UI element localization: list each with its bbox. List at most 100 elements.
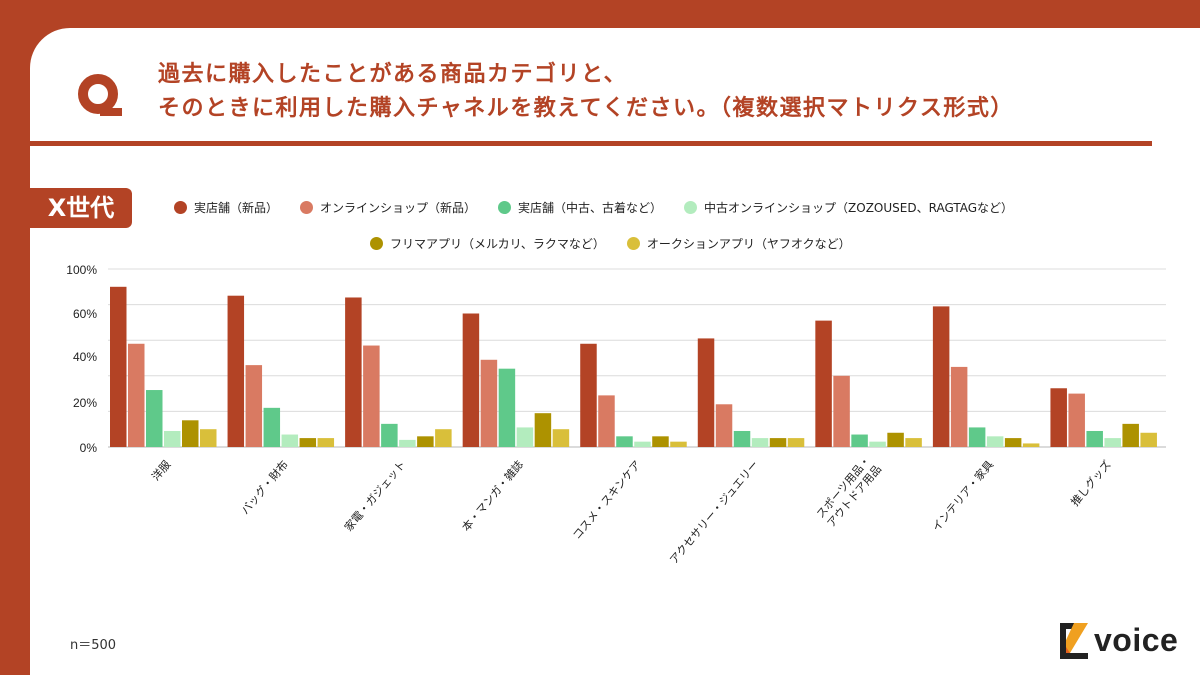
bar [733,430,751,447]
bar [751,438,769,447]
bar [887,432,904,447]
question-title: 過去に購入したことがある商品カテゴリと、 そのときに利用した購入チャネルを教えて… [158,58,1014,126]
bar [950,366,968,447]
bar [417,436,434,447]
bar [905,438,922,447]
legend-label: 中古オンラインショップ（ZOZOUSED、RAGTAGなど） [704,201,1014,215]
x-tick-label: バッグ・財布 [238,458,291,518]
bar [381,423,398,447]
bar [670,441,687,447]
legend-item: 実店舗（新品） [174,199,278,216]
bar [652,436,669,447]
bar [1104,438,1121,447]
x-tick-label: アクセサリー・ジュエリー [667,458,761,566]
x-tick-label-line: 家電・ガジェット [341,458,408,534]
x-tick-label: コスメ・スキンケア [570,458,643,542]
generation-badge: X世代 [30,188,132,228]
bar [697,338,715,447]
zvoice-logo: voice [1060,622,1178,659]
bar [498,368,516,447]
legend-item: オンラインショップ（新品） [300,199,476,216]
legend-dot-icon [498,201,512,214]
y-tick-label: 100% [66,263,97,277]
bar [516,427,534,447]
bar [869,441,886,447]
legend-label: オンラインショップ（新品） [320,201,477,215]
bar [146,390,163,447]
bar [1022,443,1040,447]
logo-text: voice [1094,622,1179,658]
bar [182,420,199,447]
sample-size-note: n＝500 [70,638,117,653]
x-tick-label-line: アクセサリー・ジュエリー [667,458,761,566]
legend-label: フリマアプリ（メルカリ、ラクマなど） [390,237,605,251]
legend-label: 実店舗（新品） [194,201,279,215]
y-tick-label: 40% [73,350,97,364]
x-tick-label: 家電・ガジェット [341,458,408,534]
bar [299,438,317,447]
x-tick-label-line: 洋服 [148,458,173,484]
bar [1086,430,1103,447]
bar [263,407,281,447]
question-line-1: 過去に購入したことがある商品カテゴリと、 [158,62,628,87]
bar [552,429,570,447]
legend-row-1: 実店舗（新品） オンラインショップ（新品） 実店舗（中古、古着など） 中古オンラインシ… [174,199,1013,216]
bar [128,343,145,447]
y-tick-label: 60% [73,307,97,321]
x-tick-label: 洋服 [148,458,173,484]
bar [598,395,615,447]
bar [227,295,245,447]
title-divider [30,141,1152,146]
bar [462,313,480,447]
x-tick-label: インテリア・家具 [929,458,996,534]
legend-dot-icon [174,201,187,214]
bar [110,286,127,447]
bar [634,441,651,447]
x-tick-label-line: 推しグッズ [1068,458,1114,509]
bar [363,345,380,447]
q-letter-icon [78,74,122,116]
bar [769,438,787,447]
x-tick-label: スポーツ用品・アウトドア用品 [814,454,884,530]
content-card [30,28,1200,675]
x-tick-label: 推しグッズ [1068,458,1114,509]
legend-item: オークションアプリ（ヤフオクなど） [626,235,851,252]
bar [399,439,416,447]
bar [534,413,552,447]
z-logo-icon [1060,622,1088,659]
bar [480,359,498,447]
bar [787,438,805,447]
bar [200,429,217,447]
legend-item: フリマアプリ（メルカリ、ラクマなど） [370,235,605,252]
x-tick-label-line: コスメ・スキンケア [570,458,643,542]
bar [281,434,299,447]
bar [986,436,1004,447]
legend-dot-icon [684,201,698,214]
bar [851,434,868,447]
legend-row-2: フリマアプリ（メルカリ、ラクマなど） オークションアプリ（ヤフオクなど） [370,235,851,252]
legend-label: 実店舗（中古、古着など） [518,201,663,215]
y-tick-label: 0% [80,441,98,455]
legend-dot-icon [626,237,640,250]
bar [435,429,452,447]
bar [968,427,986,447]
legend-item: 中古オンラインショップ（ZOZOUSED、RAGTAGなど） [684,199,1013,216]
bar [345,297,362,447]
legend-item: 実店舗（中古、古着など） [498,199,662,216]
bar [245,365,263,447]
question-line-2: そのときに利用した購入チャネルを教えてください。（複数選択マトリクス形式） [158,96,1014,121]
bar [1068,393,1085,447]
x-tick-label-line: バッグ・財布 [238,458,291,518]
bar [1004,438,1022,447]
x-tick-label-line: インテリア・家具 [929,458,996,534]
bar [164,430,181,447]
legend-dot-icon [300,201,314,214]
bar [1050,388,1067,447]
legend-dot-icon [370,237,383,250]
bar [616,436,633,447]
bar [715,404,733,447]
y-tick-label: 20% [73,396,97,410]
bar [833,375,850,447]
bar [932,306,950,447]
